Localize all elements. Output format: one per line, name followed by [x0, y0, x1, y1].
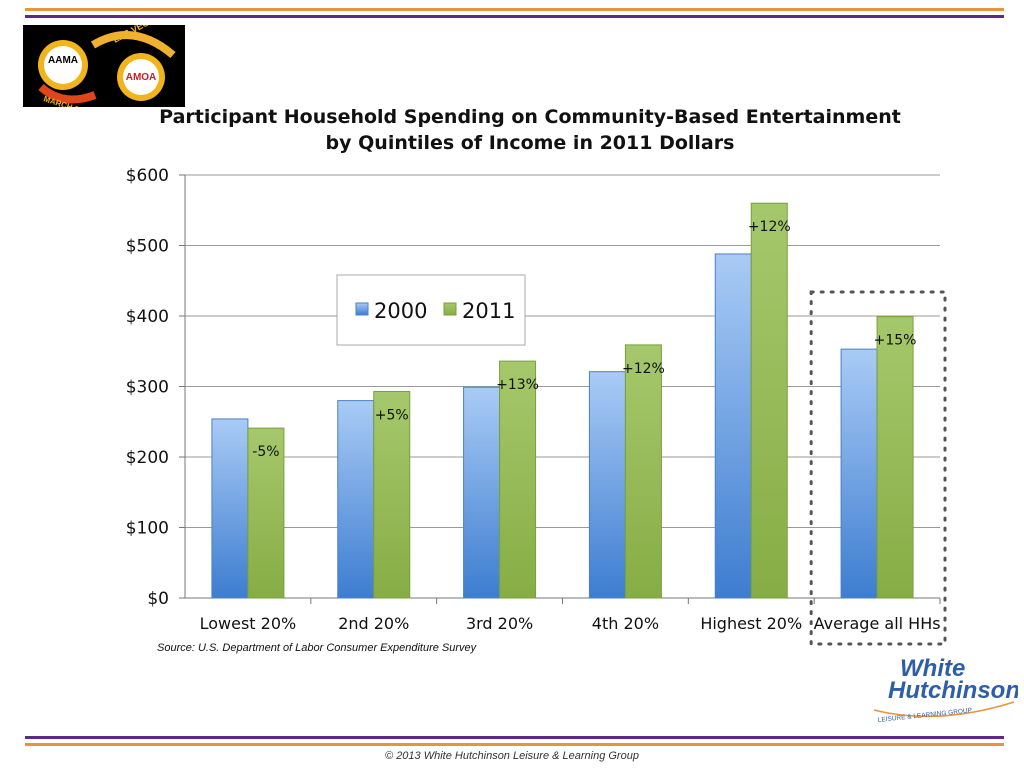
brand-line1: White: [900, 656, 965, 682]
y-tick-label: $300: [126, 378, 169, 398]
y-tick-label: $400: [126, 307, 169, 327]
bar-2000: [714, 253, 752, 599]
bar-2011: [373, 390, 411, 599]
brand-tagline: LEISURE & LEARNING GROUP: [877, 707, 972, 724]
x-category-label: Lowest 20%: [200, 614, 297, 633]
y-tick-label: $100: [126, 519, 169, 539]
bar-2000: [337, 400, 375, 599]
chart-title: Participant Household Spending on Commun…: [159, 106, 901, 128]
y-tick-label: $600: [126, 166, 169, 186]
bar-2000: [463, 386, 501, 599]
bar-2011: [247, 427, 285, 599]
legend-swatch-2011: [443, 302, 457, 316]
logo-amoa-text: AMOA: [126, 72, 157, 83]
y-tick-label: $0: [147, 589, 169, 609]
chart-source: Source: U.S. Department of Labor Consume…: [157, 642, 477, 654]
top-rule-purple: [25, 15, 1004, 18]
highlight-box: [809, 290, 947, 646]
bar-2011: [750, 202, 788, 599]
change-label: +12%: [622, 361, 665, 377]
legend-label-2000: 2000: [374, 299, 427, 323]
brand-line2: Hutchinson: [888, 677, 1018, 704]
bar-2011: [624, 344, 662, 599]
bottom-rule-purple: [25, 736, 1004, 739]
bar-2011: [499, 360, 537, 599]
logo-aama-text: AAMA: [48, 55, 78, 66]
bar-2000: [211, 418, 249, 599]
top-rule-orange: [25, 8, 1004, 11]
y-tick-label: $200: [126, 448, 169, 468]
x-category-label: 4th 20%: [592, 614, 659, 633]
x-category-label: Highest 20%: [700, 614, 802, 633]
y-tick-label: $500: [126, 237, 169, 257]
legend-label-2011: 2011: [462, 299, 515, 323]
x-category-label: 2nd 20%: [338, 614, 409, 633]
footer-copyright: © 2013 White Hutchinson Leisure & Learni…: [385, 750, 639, 762]
chart-subtitle: by Quintiles of Income in 2011 Dollars: [325, 132, 735, 154]
bar-2000: [840, 348, 878, 599]
bottom-rule-orange: [25, 743, 1004, 746]
white-hutchinson-logo: White Hutchinson LEISURE & LEARNING GROU…: [868, 655, 1020, 728]
change-label: +5%: [375, 407, 409, 423]
x-category-label: Average all HHs: [814, 614, 941, 633]
x-category-label: 3rd 20%: [466, 614, 533, 633]
bar-2000: [588, 371, 626, 599]
bar-chart: $0 $100 $200 $300 $400 $500 $600 -5% Lowest 20% +…: [126, 166, 947, 646]
change-label: -5%: [252, 444, 279, 460]
event-logo: AAMA AMOA LAS VEGAS, NV MARCH 20-22: [23, 3, 185, 119]
change-label: +15%: [874, 333, 917, 349]
chart-title-block: Participant Household Spending on Commun…: [130, 104, 930, 156]
bar-2011: [876, 316, 914, 599]
legend-swatch-2000: [355, 302, 369, 316]
change-label: +13%: [496, 377, 539, 393]
change-label: +12%: [748, 219, 791, 235]
